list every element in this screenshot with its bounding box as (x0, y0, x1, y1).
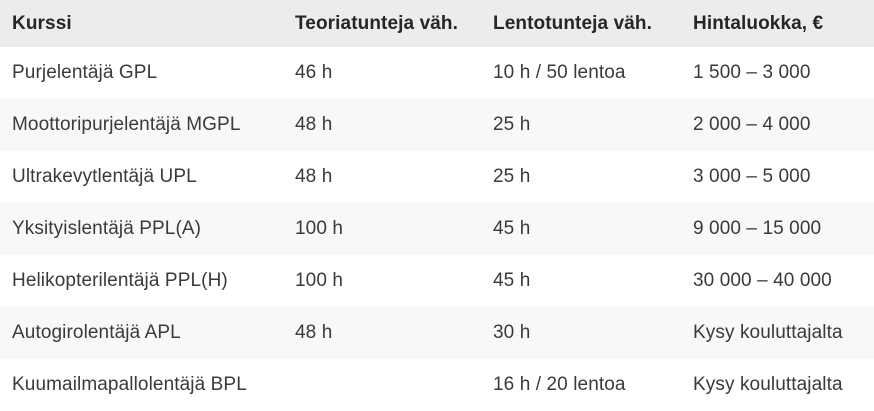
cell-teoriatunteja: 100 h (295, 270, 344, 291)
cell-hintaluokka: 9 000 – 15 000 (693, 218, 822, 239)
cell-lentotunteja: 10 h / 50 lentoa (493, 62, 626, 83)
cell-hintaluokka: 2 000 – 4 000 (693, 114, 811, 135)
column-header-teoriatunteja: Teoriatunteja väh. (295, 12, 458, 34)
cell-kurssi: Yksityislentäjä PPL(A) (12, 218, 202, 239)
cell-hintaluokka: 1 500 – 3 000 (693, 62, 811, 83)
cell-teoriatunteja: 48 h (295, 166, 333, 187)
table-row: Purjelentäjä GPL 46 h 10 h / 50 lentoa 1 50… (0, 47, 874, 99)
table-row: Ultrakevytlentäjä UPL 48 h 25 h 3 000 – 5 0… (0, 151, 874, 203)
table-row: Kuumailmapallolentäjä BPL 16 h / 20 lento… (0, 359, 874, 411)
cell-teoriatunteja (283, 359, 481, 411)
table-header-row: Kurssi Teoriatunteja väh. Lentotunteja v… (0, 0, 874, 47)
cell-hintaluokka: Kysy kouluttajalta (693, 322, 843, 343)
cell-kurssi: Moottoripurjelentäjä MGPL (12, 114, 241, 135)
cell-hintaluokka: Kysy kouluttajalta (693, 374, 843, 395)
cell-lentotunteja: 25 h (493, 166, 531, 187)
cell-hintaluokka: 3 000 – 5 000 (693, 166, 811, 187)
table-body: Purjelentäjä GPL 46 h 10 h / 50 lentoa 1 50… (0, 47, 874, 411)
column-header-lentotunteja: Lentotunteja väh. (493, 12, 652, 34)
cell-lentotunteja: 30 h (493, 322, 531, 343)
cell-kurssi: Helikopterilentäjä PPL(H) (12, 270, 228, 291)
cell-teoriatunteja: 46 h (295, 62, 333, 83)
cell-kurssi: Kuumailmapallolentäjä BPL (12, 374, 247, 395)
cell-kurssi: Purjelentäjä GPL (12, 62, 158, 83)
cell-lentotunteja: 45 h (493, 218, 531, 239)
cell-hintaluokka: 30 000 – 40 000 (693, 270, 832, 291)
table-row: Helikopterilentäjä PPL(H) 100 h 45 h 30 000… (0, 255, 874, 307)
column-header-hintaluokka: Hintaluokka, € (693, 12, 824, 34)
table-row: Moottoripurjelentäjä MGPL 48 h 25 h 2 000 –… (0, 99, 874, 151)
cell-lentotunteja: 45 h (493, 270, 531, 291)
cell-kurssi: Ultrakevytlentäjä UPL (12, 166, 197, 187)
cell-teoriatunteja: 48 h (295, 322, 333, 343)
table-row: Yksityislentäjä PPL(A) 100 h 45 h 9 000 – 1… (0, 203, 874, 255)
cell-teoriatunteja: 48 h (295, 114, 333, 135)
cell-lentotunteja: 25 h (493, 114, 531, 135)
cell-kurssi: Autogirolentäjä APL (12, 322, 181, 343)
cell-teoriatunteja: 100 h (295, 218, 344, 239)
table-row: Autogirolentäjä APL 48 h 30 h Kysy koulutta… (0, 307, 874, 359)
cell-lentotunteja: 16 h / 20 lentoa (493, 374, 626, 395)
column-header-kurssi: Kurssi (12, 12, 72, 34)
